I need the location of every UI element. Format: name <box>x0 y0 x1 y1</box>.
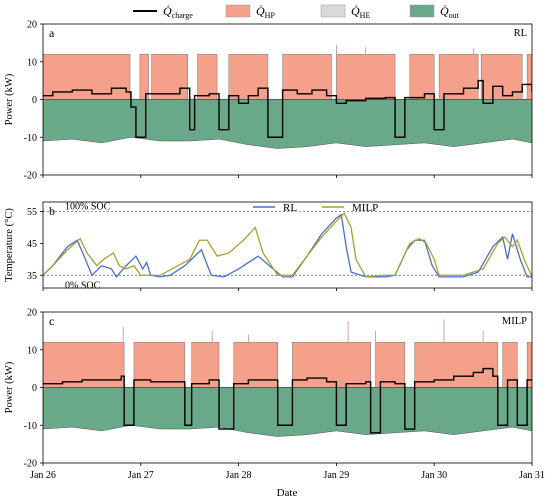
legend-label-he: Q̇HE <box>351 4 370 20</box>
legend-sub-out: out <box>449 11 460 20</box>
y-tick-label: 20 <box>27 20 37 31</box>
legend-swatch-he <box>320 4 346 18</box>
series-line-milp <box>43 212 532 278</box>
x-tick-label: Jan 29 <box>323 470 349 481</box>
panel-a: -20 -10 0 10 20 Power (kW) a RL <box>4 20 533 182</box>
legend-swatch-out <box>409 4 435 18</box>
q-charge-line <box>43 79 532 138</box>
top-legend: Q̇charge Q̇HP Q̇HE Q̇out <box>133 4 460 20</box>
y-axis-label: Power (kW) <box>4 361 15 413</box>
panel-tag: RL <box>514 28 527 39</box>
panel-frame <box>42 201 533 289</box>
y-tick-label: 10 <box>27 345 37 356</box>
panel-legend-label-milp: MILP <box>352 202 378 214</box>
y-tick-label: -20 <box>24 459 37 470</box>
panel-b: 100% SOC 0% SOC RL MILP 35 45 55 Temperature (°… <box>4 201 533 291</box>
series-line-rl <box>43 213 532 278</box>
y-tick-label: 0 <box>32 95 37 106</box>
panel-plot-area <box>43 319 532 437</box>
legend-sub-charge: charge <box>172 11 194 20</box>
x-tick-label: Jan 26 <box>30 470 56 481</box>
y-tick-label: 45 <box>27 239 37 250</box>
q-charge-line <box>43 367 532 434</box>
x-axis-label: Date <box>277 487 298 499</box>
y-tick-label: 10 <box>27 57 37 68</box>
y-tick-label: -20 <box>24 171 37 182</box>
q-hp-area <box>43 53 532 100</box>
annotation-100-soc: 100% SOC <box>65 202 111 213</box>
legend-label-hp: Q̇HP <box>256 4 275 20</box>
q-out-area <box>43 99 532 149</box>
y-tick-label: 35 <box>27 271 37 282</box>
y-axis-label: Temperature (°C) <box>4 208 15 282</box>
x-tick-label: Jan 30 <box>421 470 447 481</box>
annotation-0-soc: 0% SOC <box>65 280 101 291</box>
panel-legend-label-rl: RL <box>283 202 297 214</box>
x-tick-label: Jan 31 <box>519 470 545 481</box>
q-hp-area <box>43 341 532 388</box>
legend-sub-he: HE <box>360 11 371 20</box>
y-tick-label: 20 <box>27 308 37 319</box>
y-axis-label: Power (kW) <box>4 73 15 125</box>
y-tick-label: -10 <box>24 421 37 432</box>
panel-plot-area <box>43 211 532 278</box>
legend-sub-hp: HP <box>265 11 276 20</box>
panels: -20 -10 0 10 20 Power (kW) a RL 100% SOC 0% SOC RL… <box>4 20 545 482</box>
panel-letter: b <box>49 204 55 218</box>
legend-swatch-hp <box>225 4 251 18</box>
panel-letter: a <box>49 26 55 40</box>
x-tick-label: Jan 28 <box>226 470 252 481</box>
panel-letter: c <box>49 314 54 328</box>
y-tick-label: 55 <box>27 207 37 218</box>
legend-label-charge: Q̇charge <box>163 4 193 20</box>
y-tick-label: 0 <box>32 383 37 394</box>
panel-plot-area <box>43 44 532 149</box>
legend-label-out: Q̇out <box>440 4 460 20</box>
panel-c: -20 -10 0 10 20 Power (kW) Jan 26 Jan 27 Jan 28 J… <box>4 308 545 482</box>
x-tick-label: Jan 27 <box>128 470 154 481</box>
y-tick-label: -10 <box>24 133 37 144</box>
q-out-area <box>43 387 532 437</box>
panel-tag: MILP <box>502 316 527 327</box>
